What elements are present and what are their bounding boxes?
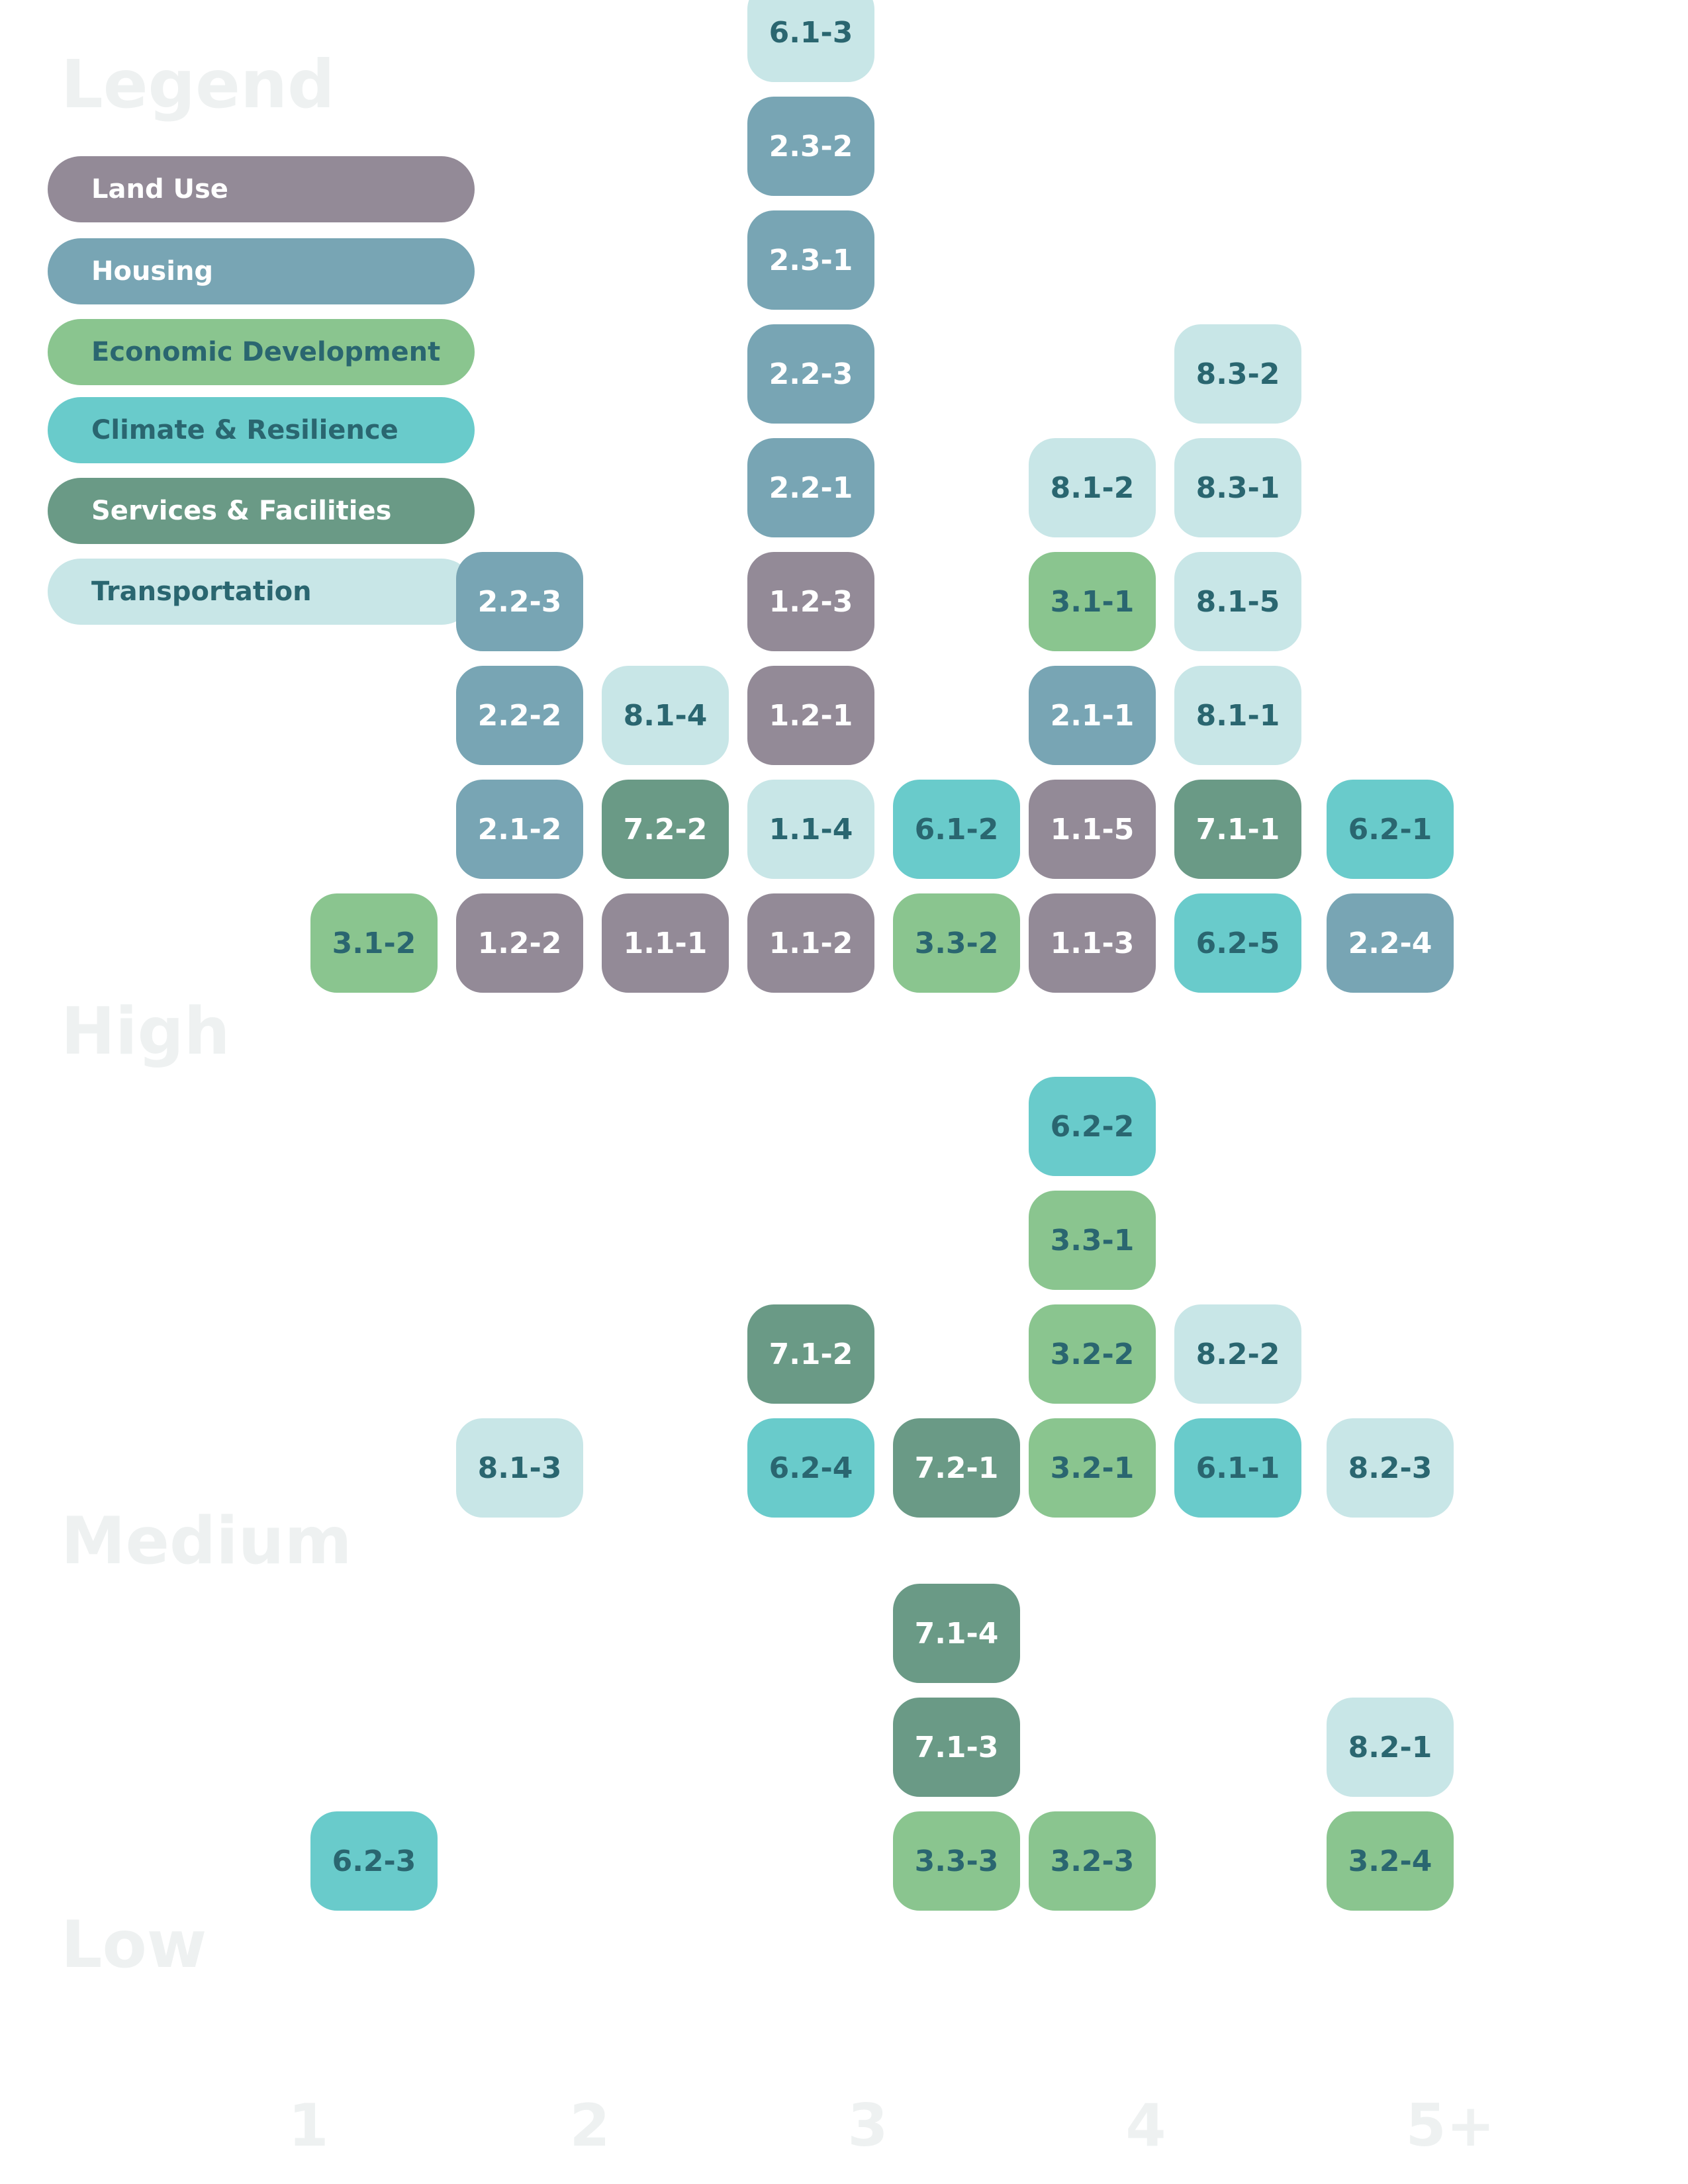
tile-2-3-2: 2.3-2 <box>747 97 874 196</box>
tile-8-2-1: 8.2-1 <box>1327 1698 1454 1797</box>
tile-2-2-2: 2.2-2 <box>456 666 583 765</box>
tile-8-2-2: 8.2-2 <box>1174 1304 1301 1404</box>
tile-2-2-4: 2.2-4 <box>1327 893 1454 993</box>
tile-6-2-5: 6.2-5 <box>1174 893 1301 993</box>
tile-7-1-4: 7.1-4 <box>893 1584 1020 1683</box>
tile-2-1-1: 2.1-1 <box>1029 666 1156 765</box>
tile-8-1-1: 8.1-1 <box>1174 666 1301 765</box>
tile-1-1-5: 1.1-5 <box>1029 780 1156 879</box>
tile-6-1-2: 6.1-2 <box>893 780 1020 879</box>
tile-2-2-3: 2.2-3 <box>747 324 874 424</box>
tile-8-3-1: 8.3-1 <box>1174 438 1301 537</box>
column-label-4: 4 <box>1125 2091 1166 2160</box>
tile-7-1-3: 7.1-3 <box>893 1698 1020 1797</box>
tile-1-1-2: 1.1-2 <box>747 893 874 993</box>
tile-1-1-4: 1.1-4 <box>747 780 874 879</box>
tile-1-2-2: 1.2-2 <box>456 893 583 993</box>
tile-8-1-5: 8.1-5 <box>1174 552 1301 651</box>
row-label-high: High <box>61 994 230 1069</box>
legend-item-services: Services & Facilities <box>48 478 475 544</box>
tile-1-2-1: 1.2-1 <box>747 666 874 765</box>
tile-1-1-1: 1.1-1 <box>602 893 729 993</box>
tile-3-2-3: 3.2-3 <box>1029 1811 1156 1911</box>
tile-6-2-2: 6.2-2 <box>1029 1077 1156 1176</box>
column-label-2: 2 <box>569 2091 610 2160</box>
tile-7-2-1: 7.2-1 <box>893 1418 1020 1518</box>
tile-3-2-2: 3.2-2 <box>1029 1304 1156 1404</box>
tile-6-1-1: 6.1-1 <box>1174 1418 1301 1518</box>
row-label-low: Low <box>61 1907 207 1983</box>
tile-3-3-3: 3.3-3 <box>893 1811 1020 1911</box>
tile-7-1-2: 7.1-2 <box>747 1304 874 1404</box>
column-label-3: 3 <box>847 2091 888 2160</box>
tile-2-3-1: 2.3-1 <box>747 210 874 310</box>
tile-3-1-2: 3.1-2 <box>310 893 438 993</box>
tile-3-3-1: 3.3-1 <box>1029 1191 1156 1290</box>
tile-8-2-3: 8.2-3 <box>1327 1418 1454 1518</box>
tile-2-2-1: 2.2-1 <box>747 438 874 537</box>
tile-8-1-3: 8.1-3 <box>456 1418 583 1518</box>
tile-3-3-2: 3.3-2 <box>893 893 1020 993</box>
legend-item-economic: Economic Development <box>48 319 475 385</box>
tile-7-2-2: 7.2-2 <box>602 780 729 879</box>
tile-6-2-1: 6.2-1 <box>1327 780 1454 879</box>
tile-3-1-1: 3.1-1 <box>1029 552 1156 651</box>
column-label-5plus: 5+ <box>1405 2091 1495 2160</box>
tile-2-2-3: 2.2-3 <box>456 552 583 651</box>
tile-1-2-3: 1.2-3 <box>747 552 874 651</box>
legend-item-climate: Climate & Resilience <box>48 397 475 463</box>
tile-3-2-4: 3.2-4 <box>1327 1811 1454 1911</box>
tile-8-1-2: 8.1-2 <box>1029 438 1156 537</box>
tile-7-1-1: 7.1-1 <box>1174 780 1301 879</box>
legend-item-transport: Transportation <box>48 559 475 625</box>
legend-title: Legend <box>61 46 335 123</box>
tile-2-1-2: 2.1-2 <box>456 780 583 879</box>
tile-6-1-3: 6.1-3 <box>747 0 874 82</box>
tile-3-2-1: 3.2-1 <box>1029 1418 1156 1518</box>
tile-8-1-4: 8.1-4 <box>602 666 729 765</box>
tile-8-3-2: 8.3-2 <box>1174 324 1301 424</box>
legend-item-housing: Housing <box>48 238 475 304</box>
row-label-medium: Medium <box>61 1504 352 1579</box>
tile-6-2-4: 6.2-4 <box>747 1418 874 1518</box>
tile-6-2-3: 6.2-3 <box>310 1811 438 1911</box>
column-label-1: 1 <box>288 2091 329 2160</box>
legend-item-land_use: Land Use <box>48 156 475 222</box>
tile-1-1-3: 1.1-3 <box>1029 893 1156 993</box>
